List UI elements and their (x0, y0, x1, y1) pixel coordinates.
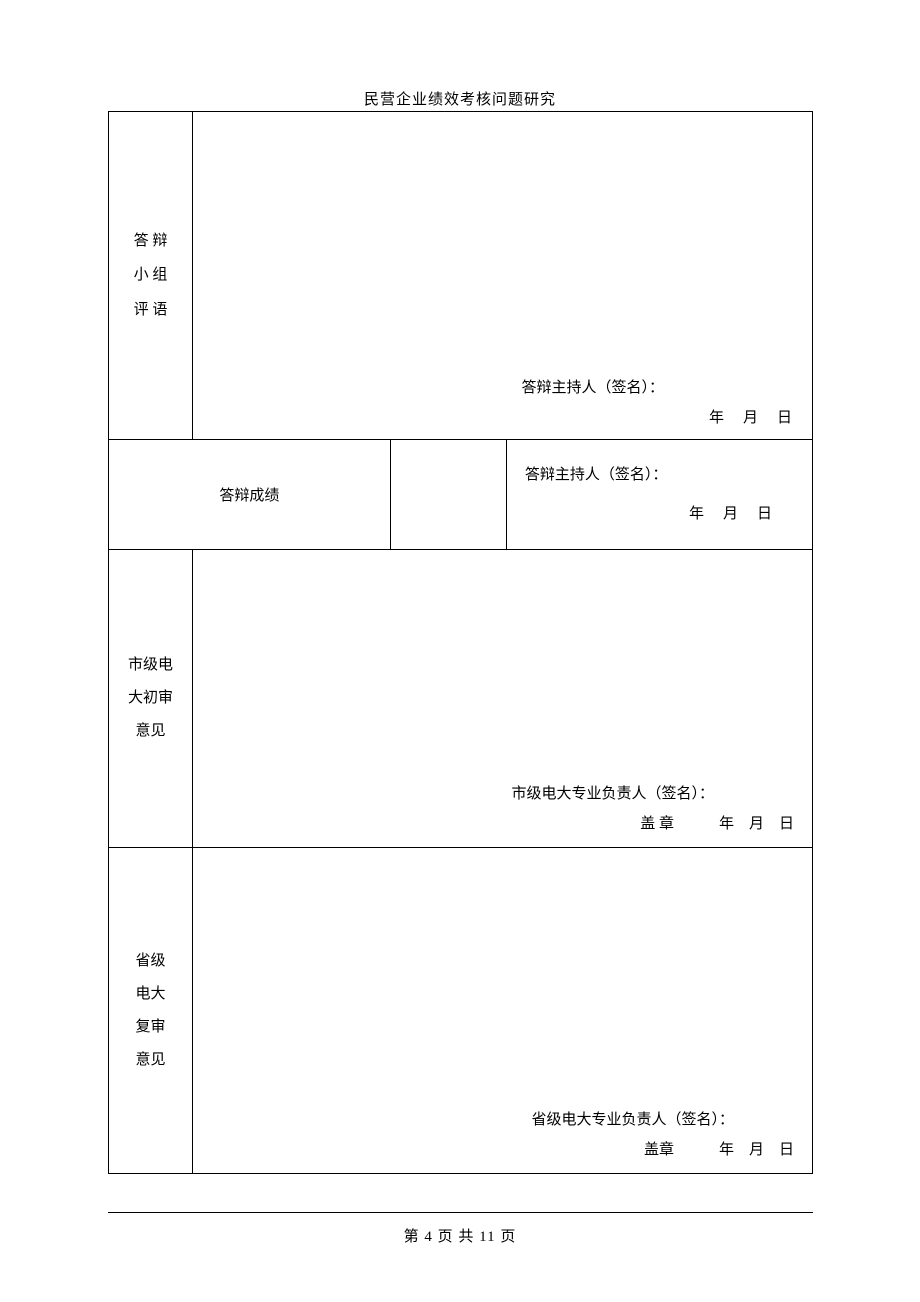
label-text: 市级电 (113, 649, 188, 682)
footer-page-number: 第 4 页 共 11 页 (0, 1225, 920, 1246)
cell-defense-score-value (390, 440, 506, 550)
row-defense-score: 答辩成绩 答辩主持人（签名）： 年 月 日 (109, 440, 813, 550)
row-city-review: 市级电 大初审 意见 市级电大专业负责人（签名）： 盖 章 年 月 日 (109, 550, 813, 848)
row-province-review: 省级 电大 复审 意见 省级电大专业负责人（签名）： 盖章 年 月 日 (109, 848, 813, 1174)
label-text: 意见 (113, 1044, 188, 1077)
defense-comments-date: 年 月 日 (521, 403, 794, 433)
defense-host-sign-label: 答辩主持人（签名）： (521, 373, 794, 403)
cell-defense-comments-body: 答辩主持人（签名）： 年 月 日 (193, 112, 813, 440)
province-review-stamp-date: 盖章 年 月 日 (531, 1135, 794, 1165)
label-text: 意见 (113, 715, 188, 748)
label-city-review: 市级电 大初审 意见 (109, 550, 193, 848)
province-review-sign-label: 省级电大专业负责人（签名）： (531, 1105, 794, 1135)
label-text: 评 语 (113, 293, 188, 328)
label-text: 大初审 (113, 682, 188, 715)
document-header-title: 民营企业绩效考核问题研究 (0, 88, 920, 109)
cell-defense-score-sign: 答辩主持人（签名）： 年 月 日 (506, 440, 812, 550)
row-defense-comments: 答 辩 小 组 评 语 答辩主持人（签名）： 年 月 日 (109, 112, 813, 440)
defense-score-date: 年 月 日 (525, 495, 794, 534)
cell-province-review-body: 省级电大专业负责人（签名）： 盖章 年 月 日 (193, 848, 813, 1174)
evaluation-form-table: 答 辩 小 组 评 语 答辩主持人（签名）： 年 月 日 答辩成绩 答辩主持人（… (108, 111, 813, 1174)
label-text: 小 组 (113, 258, 188, 293)
label-text: 省级 (113, 945, 188, 978)
label-defense-score: 答辩成绩 (109, 440, 391, 550)
label-text: 电大 (113, 978, 188, 1011)
label-text: 复审 (113, 1011, 188, 1044)
label-text: 答 辩 (113, 224, 188, 259)
footer-divider (108, 1212, 813, 1213)
label-province-review: 省级 电大 复审 意见 (109, 848, 193, 1174)
cell-city-review-body: 市级电大专业负责人（签名）： 盖 章 年 月 日 (193, 550, 813, 848)
city-review-stamp-date: 盖 章 年 月 日 (511, 809, 794, 839)
label-defense-comments: 答 辩 小 组 评 语 (109, 112, 193, 440)
defense-score-sign-label: 答辩主持人（签名）： (525, 456, 794, 495)
city-review-sign-label: 市级电大专业负责人（签名）： (511, 779, 794, 809)
